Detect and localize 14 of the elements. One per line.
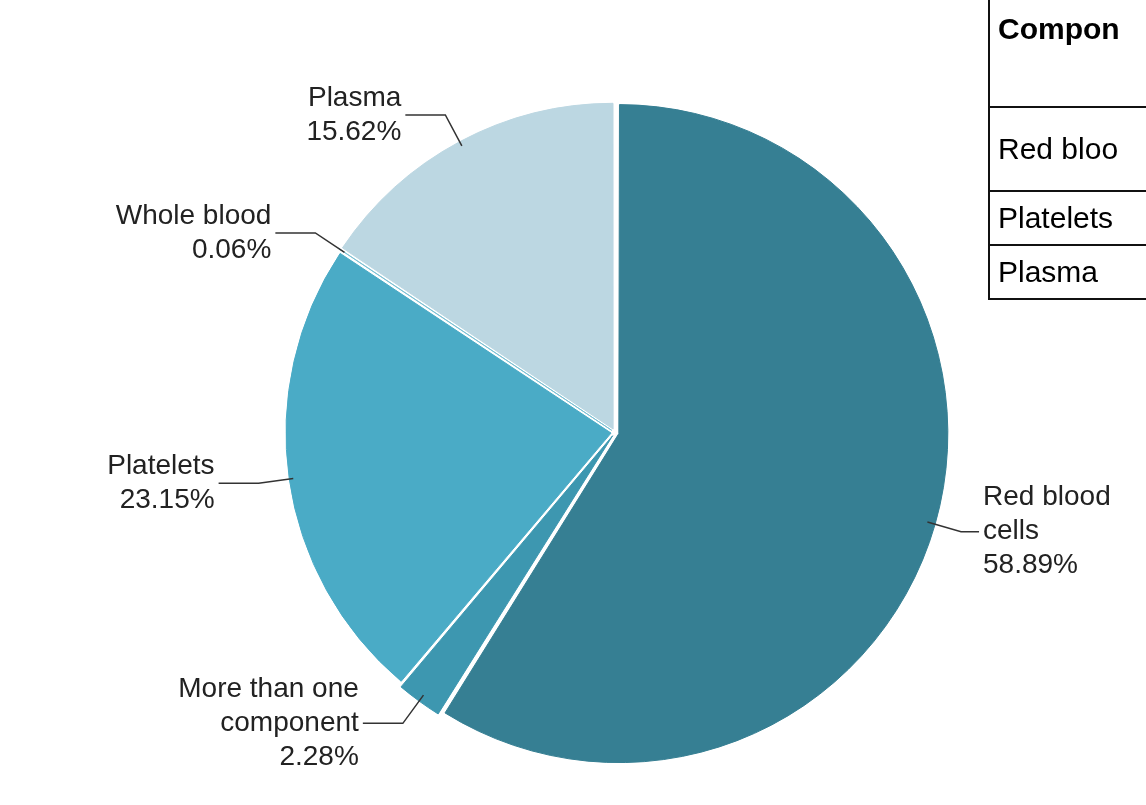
text: Plasma <box>990 244 1146 298</box>
slice-label: Whole blood <box>115 198 272 230</box>
slice-label: Red blood cells <box>983 480 1111 546</box>
text: Platelets <box>990 190 1146 244</box>
data-label: 2.28% <box>279 740 359 772</box>
data-label: 58.89% <box>983 548 1079 580</box>
data-label: 0.06% <box>191 232 272 264</box>
data-label: 15.62% <box>306 114 402 146</box>
data-label: 23.15% <box>119 483 215 515</box>
slice-label: More than one component <box>178 672 360 738</box>
text: Red bloo <box>990 106 1146 190</box>
text: Compon <box>997 11 1121 47</box>
slice-label: Platelets <box>107 449 215 481</box>
slice-label: Plasma <box>307 80 402 112</box>
